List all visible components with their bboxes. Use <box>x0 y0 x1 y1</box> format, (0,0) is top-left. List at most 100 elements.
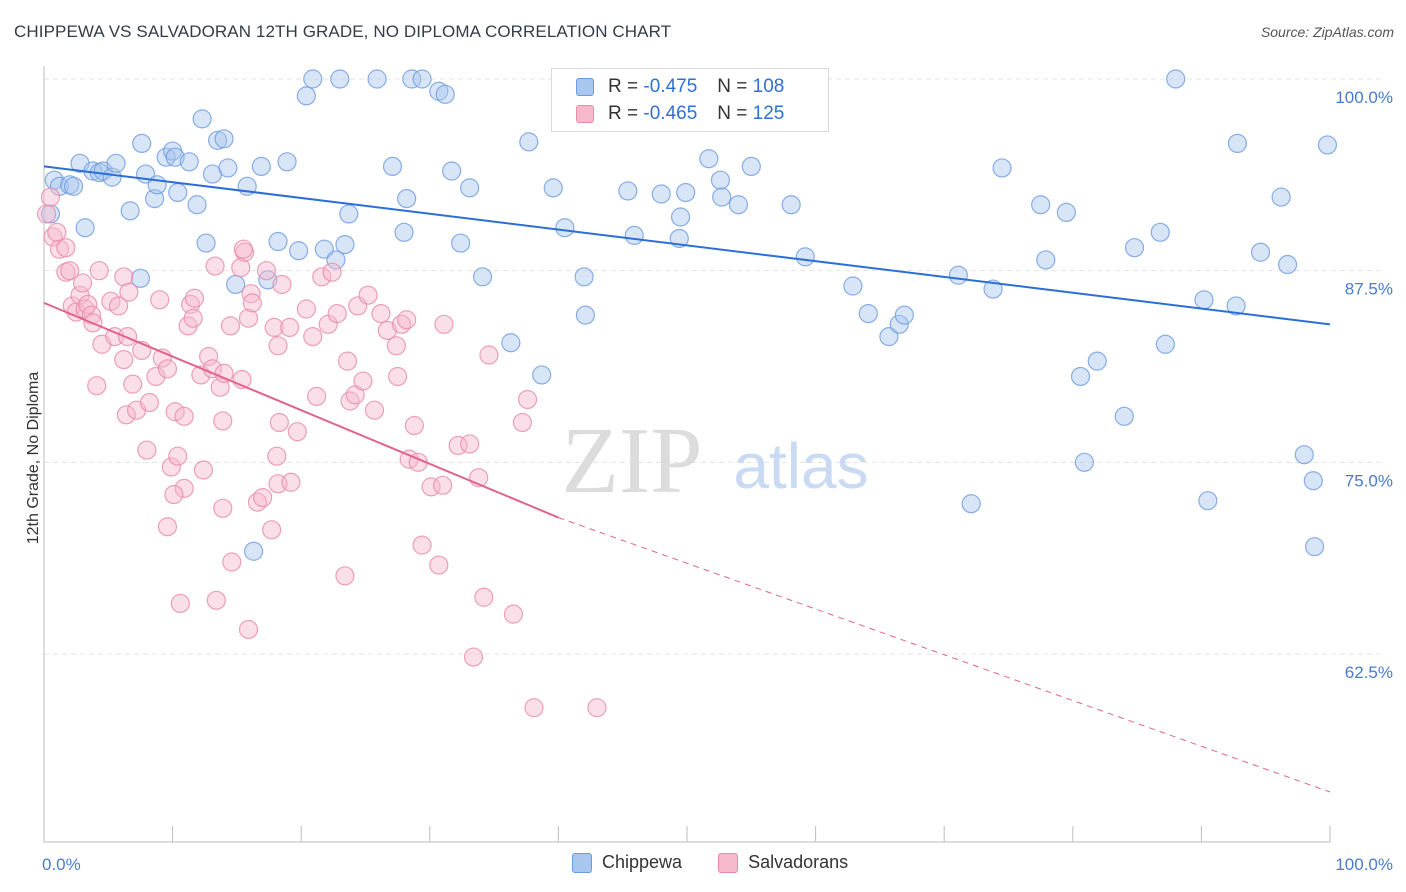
salvadoran-point <box>479 345 499 365</box>
chippewa-point <box>1087 351 1107 371</box>
legend-r-label: R = <box>608 103 639 124</box>
legend-n-value: 125 <box>752 103 785 124</box>
salvadoran-point <box>364 400 385 420</box>
chippewa-point <box>699 149 719 169</box>
chippewa-point <box>460 178 480 198</box>
chippewa-point <box>1166 69 1186 89</box>
salvadoran-legend-label: Salvadorans <box>748 852 849 872</box>
salvadoran-point <box>404 415 424 436</box>
chippewa-point <box>574 267 594 287</box>
legend-n-label: N = <box>717 103 748 124</box>
salvadoran-point <box>139 392 160 413</box>
chippewa-point <box>289 241 309 261</box>
salvadoran-point <box>267 446 287 466</box>
salvadoran-point <box>193 460 214 480</box>
salvadoran-point <box>157 517 178 537</box>
legend-r-value: -0.475 <box>643 76 698 97</box>
chippewa-point <box>894 305 914 325</box>
salvadoran-point <box>303 327 323 347</box>
chippewa-point <box>532 365 552 385</box>
chippewa-point <box>1303 471 1323 491</box>
chippewa-point <box>412 69 432 89</box>
chippewa-point <box>330 69 350 89</box>
chippewa-point <box>1271 187 1291 207</box>
chippewa-point <box>244 541 264 561</box>
chippewa-point <box>519 132 539 152</box>
chippewa-point <box>1294 445 1314 465</box>
chippewa-point <box>75 218 95 238</box>
salvadoran-point <box>205 256 225 276</box>
salvadoran-point <box>280 317 300 337</box>
salvadoran-point <box>269 412 289 433</box>
chippewa-point <box>879 327 899 347</box>
y-tick-label: 100.0% <box>1335 88 1393 107</box>
salvadoran-point <box>463 647 484 667</box>
chippewa-point <box>1227 133 1248 153</box>
salvadoran-point <box>174 406 194 426</box>
chippewa-point <box>651 184 671 204</box>
series-legend-chippewa: Chippewa <box>572 852 682 873</box>
salvadoran-point <box>49 239 70 259</box>
trend-lines <box>43 165 1331 793</box>
salvadoran-point <box>137 440 157 460</box>
salvadoran-trend-extension <box>558 517 1331 793</box>
chippewa-point <box>1226 296 1246 316</box>
salvadoran-point <box>114 350 134 370</box>
chippewa-point <box>63 176 84 196</box>
chippewa-point <box>296 86 316 106</box>
salvadoran-point <box>213 411 233 431</box>
salvadoran-point <box>117 327 138 347</box>
salvadoran-point <box>434 314 454 334</box>
salvadoran-point <box>220 316 241 336</box>
chippewa-point <box>1198 491 1218 511</box>
salvadoran-point <box>587 698 607 718</box>
y-tick-label: 75.0% <box>1345 471 1393 490</box>
salvadoran-point <box>397 310 417 330</box>
salvadoran-point <box>78 294 98 314</box>
salvadoran-point <box>157 359 178 379</box>
salvadoran-point <box>40 187 61 207</box>
legend-row-salvadorans: R = -0.465 N = 125 <box>576 102 784 126</box>
chippewa-point <box>781 195 801 215</box>
chippewa-point <box>472 267 493 287</box>
chippewa-point <box>624 225 644 245</box>
salvadoran-point <box>474 587 494 607</box>
chippewa-point <box>1317 135 1338 155</box>
chippewa-swatch <box>576 78 594 96</box>
chippewa-point <box>1250 242 1271 262</box>
chippewa-point <box>1114 406 1134 426</box>
chippewa-point <box>303 69 323 89</box>
salvadoran-point <box>164 484 184 505</box>
chippewa-point <box>1056 202 1076 222</box>
salvadoran-point <box>296 299 316 319</box>
salvadoran-point <box>231 258 251 278</box>
salvadoran-point <box>433 475 453 495</box>
chippewa-point <box>1277 254 1298 275</box>
source-label: Source: ZipAtlas.com <box>1260 24 1394 40</box>
chippewa-point <box>501 333 521 353</box>
chippewa-point <box>889 314 909 334</box>
salvadoran-point <box>264 317 284 337</box>
salvadoran-point <box>371 304 391 324</box>
salvadoran-point <box>238 619 259 640</box>
chippewa-point <box>1194 290 1214 310</box>
chippewa-point <box>335 235 355 255</box>
chippewa-point <box>397 189 417 209</box>
chippewa-point <box>339 204 359 224</box>
salvadoran-point <box>429 555 449 575</box>
salvadoran-point <box>524 698 544 718</box>
salvadoran-point <box>199 346 219 367</box>
chippewa-point <box>1070 366 1091 387</box>
salvadoran-point <box>412 535 432 555</box>
chippewa-point <box>543 178 563 198</box>
chippewa-point <box>1074 452 1094 472</box>
chippewa-point <box>555 218 575 238</box>
salvadoran-point <box>114 267 134 287</box>
salvadoran-point <box>222 552 242 572</box>
y-axis-title: 12th Grade, No Diploma <box>25 372 42 545</box>
legend-r-label: R = <box>608 76 639 97</box>
salvadoran-point <box>36 204 57 224</box>
chippewa-point <box>277 152 297 172</box>
salvadoran-point <box>47 222 67 242</box>
